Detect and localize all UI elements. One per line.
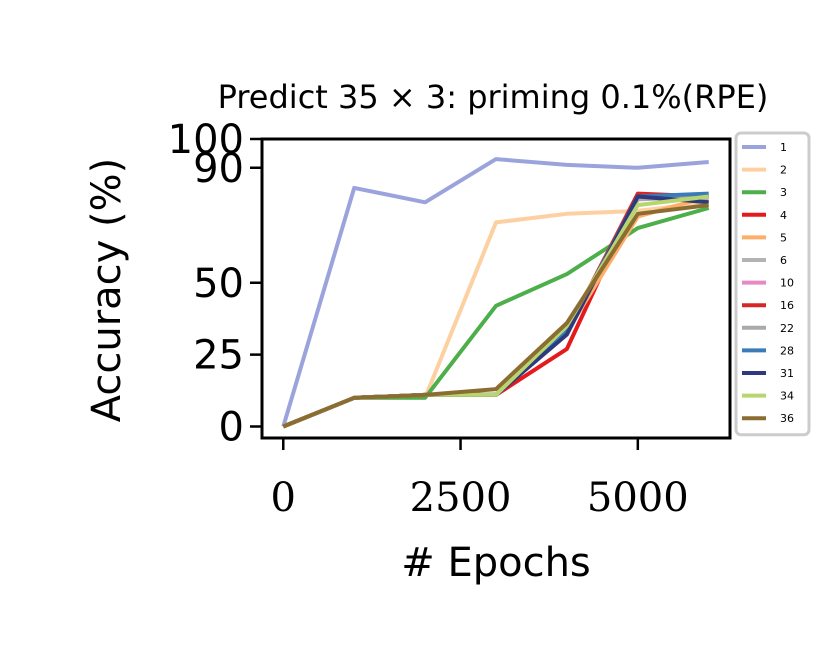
legend-label: 1 [780,141,787,154]
legend-label: 34 [780,390,794,403]
legend-label: 28 [780,344,794,357]
legend-label: 31 [780,367,794,380]
x-tick-label: 0 [271,475,296,521]
series-line-36 [282,203,709,429]
y-tick-label: 50 [193,261,244,307]
legend-label: 16 [780,299,794,312]
plot-area [260,137,732,440]
y-tick-label: 25 [193,333,244,379]
legend-label: 6 [780,254,787,267]
y-tick-label: 0 [219,405,244,451]
y-tick-label: 90 [193,146,244,192]
legend-label: 2 [780,164,787,177]
y-tick-label: 100 [168,117,244,163]
legend-label: 4 [780,209,787,222]
series-lines [281,157,710,429]
chart-title: Predict 35 × 3: priming 0.1%(RPE) [218,78,769,116]
legend-label: 36 [780,412,794,425]
legend-box [734,131,811,437]
legend-label: 10 [780,277,794,290]
y-axis-label: Accuracy (%) [84,158,130,423]
legend-label: 5 [780,231,787,244]
x-axis-label: # Epochs [401,540,591,586]
x-tick-label: 2500 [410,475,512,521]
legend-label: 22 [780,322,794,335]
series-line-1 [281,157,709,428]
x-axis-ticks: 0 2500 5000 [271,438,689,521]
legend-label: 3 [780,186,787,199]
x-tick-label: 5000 [587,475,689,521]
